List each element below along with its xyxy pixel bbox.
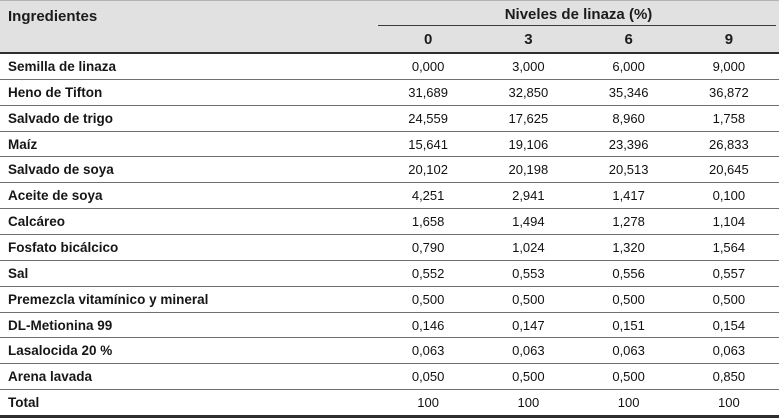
value-cell: 0,147 — [512, 317, 545, 333]
table-row: Heno de Tifton 31,689 32,850 35,346 36,8… — [0, 80, 779, 106]
value-cell: 26,833 — [708, 136, 749, 152]
value-cell: 1,758 — [712, 110, 746, 126]
table-header: Ingredientes Niveles de linaza (%) 0 3 6… — [0, 1, 779, 54]
value-cell: 0,500 — [712, 291, 746, 307]
table-body: Semilla de linaza 0,000 3,000 6,000 9,00… — [0, 54, 779, 415]
value-cell: 100 — [417, 395, 439, 411]
value-cell: 0,850 — [712, 369, 746, 385]
value-cell: 2,941 — [512, 188, 545, 204]
value-cell: 1,417 — [612, 188, 645, 204]
value-cell: 1,564 — [712, 239, 746, 255]
table-row: Fosfato bicálcico 0,790 1,024 1,320 1,56… — [0, 235, 779, 261]
value-cell: 35,346 — [608, 84, 649, 100]
value-cell: 0,063 — [411, 343, 445, 359]
table-row: Calcáreo 1,658 1,494 1,278 1,104 — [0, 209, 779, 236]
table-row: Maíz 15,641 19,106 23,396 26,833 — [0, 132, 779, 158]
ingredient-name: Arena lavada — [8, 369, 93, 385]
value-cell: 0,552 — [411, 265, 445, 281]
level-subheaders: 0 3 6 9 — [378, 26, 779, 52]
group-header-rule — [378, 25, 776, 26]
value-cell: 1,320 — [612, 239, 645, 255]
ingredient-name: Lasalocida 20 % — [8, 343, 113, 359]
value-cell: 36,872 — [708, 84, 749, 100]
table-top-rule — [0, 0, 779, 1]
value-cell: 0,146 — [411, 317, 445, 333]
ingredient-name: Calcáreo — [8, 214, 66, 230]
value-cell: 0,500 — [612, 369, 645, 385]
value-cell: 0,500 — [512, 369, 545, 385]
value-cell: 1,024 — [512, 239, 545, 255]
value-cell: 1,104 — [712, 214, 746, 230]
table-row: Sal 0,552 0,553 0,556 0,557 — [0, 261, 779, 287]
value-cell: 0,100 — [712, 188, 746, 204]
value-cell: 0,151 — [612, 317, 645, 333]
value-cell: 0,500 — [411, 291, 445, 307]
value-cell: 1,278 — [612, 214, 645, 230]
value-cell: 0,553 — [512, 265, 545, 281]
table-row: Salvado de soya 20,102 20,198 20,513 20,… — [0, 157, 779, 184]
value-cell: 9,000 — [712, 58, 746, 74]
ingredient-name: Maíz — [8, 136, 38, 152]
value-cell: 32,850 — [508, 84, 549, 100]
value-cell: 100 — [718, 395, 740, 411]
table-row: Aceite de soya 4,251 2,941 1,417 0,100 — [0, 183, 779, 210]
value-cell: 17,625 — [508, 110, 549, 126]
value-cell: 100 — [617, 395, 640, 411]
value-cell: 8,960 — [612, 110, 645, 126]
value-cell: 31,689 — [408, 84, 448, 100]
value-cell: 0,063 — [612, 343, 645, 359]
value-cell: 0,500 — [512, 291, 545, 307]
level-header-0: 0 — [423, 30, 433, 48]
table-row: Arena lavada 0,050 0,500 0,500 0,850 — [0, 364, 779, 391]
ingredients-column-header: Ingredientes — [8, 8, 98, 25]
value-cell: 0,000 — [411, 58, 445, 74]
table-row: Lasalocida 20 % 0,063 0,063 0,063 0,063 — [0, 338, 779, 365]
table-row: Premezcla vitamínico y mineral 0,500 0,5… — [0, 287, 779, 313]
value-cell: 20,102 — [408, 162, 448, 178]
value-cell: 0,790 — [411, 239, 445, 255]
value-cell: 0,050 — [411, 369, 445, 385]
table-row: DL-Metionina 99 0,146 0,147 0,151 0,154 — [0, 313, 779, 339]
ingredient-name: Semilla de linaza — [8, 58, 117, 74]
value-cell: 15,641 — [408, 136, 448, 152]
value-cell: 0,556 — [612, 265, 645, 281]
group-header-label: Niveles de linaza (%) — [504, 6, 653, 23]
level-header-3: 3 — [524, 30, 533, 48]
value-cell: 0,557 — [712, 265, 746, 281]
table-bottom-rule — [0, 415, 779, 418]
value-cell: 0,063 — [712, 343, 746, 359]
ingredient-name: Sal — [8, 265, 29, 281]
value-cell: 3,000 — [512, 58, 545, 74]
value-cell: 4,251 — [411, 188, 445, 204]
linaza-levels-group-header: Niveles de linaza (%) 0 3 6 9 — [378, 1, 779, 52]
ingredient-name: Heno de Tifton — [8, 84, 103, 100]
value-cell: 1,658 — [411, 214, 445, 230]
table-row: Salvado de trigo 24,559 17,625 8,960 1,7… — [0, 106, 779, 132]
table-row: Semilla de linaza 0,000 3,000 6,000 9,00… — [0, 54, 779, 80]
value-cell: 20,513 — [608, 162, 649, 178]
value-cell: 0,063 — [512, 343, 545, 359]
value-cell: 20,645 — [708, 162, 749, 178]
ingredient-name: Fosfato bicálcico — [8, 239, 119, 255]
value-cell: 1,494 — [512, 214, 545, 230]
ingredient-name: Premezcla vitamínico y mineral — [8, 291, 209, 307]
value-cell: 0,500 — [612, 291, 645, 307]
ingredient-name: Salvado de trigo — [8, 110, 114, 126]
value-cell: 20,198 — [508, 162, 549, 178]
value-cell: 6,000 — [612, 58, 645, 74]
level-header-6: 6 — [624, 30, 633, 48]
ingredient-name: Aceite de soya — [8, 188, 103, 204]
value-cell: 100 — [517, 395, 540, 411]
level-header-9: 9 — [724, 30, 734, 48]
table-row-total: Total 100 100 100 100 — [0, 390, 779, 415]
ingredient-name: Salvado de soya — [8, 162, 114, 178]
ingredient-name: DL-Metionina 99 — [8, 317, 113, 333]
value-cell: 24,559 — [408, 110, 448, 126]
ingredient-name: Total — [8, 395, 40, 411]
value-cell: 23,396 — [608, 136, 649, 152]
value-cell: 0,154 — [712, 317, 746, 333]
value-cell: 19,106 — [508, 136, 549, 152]
